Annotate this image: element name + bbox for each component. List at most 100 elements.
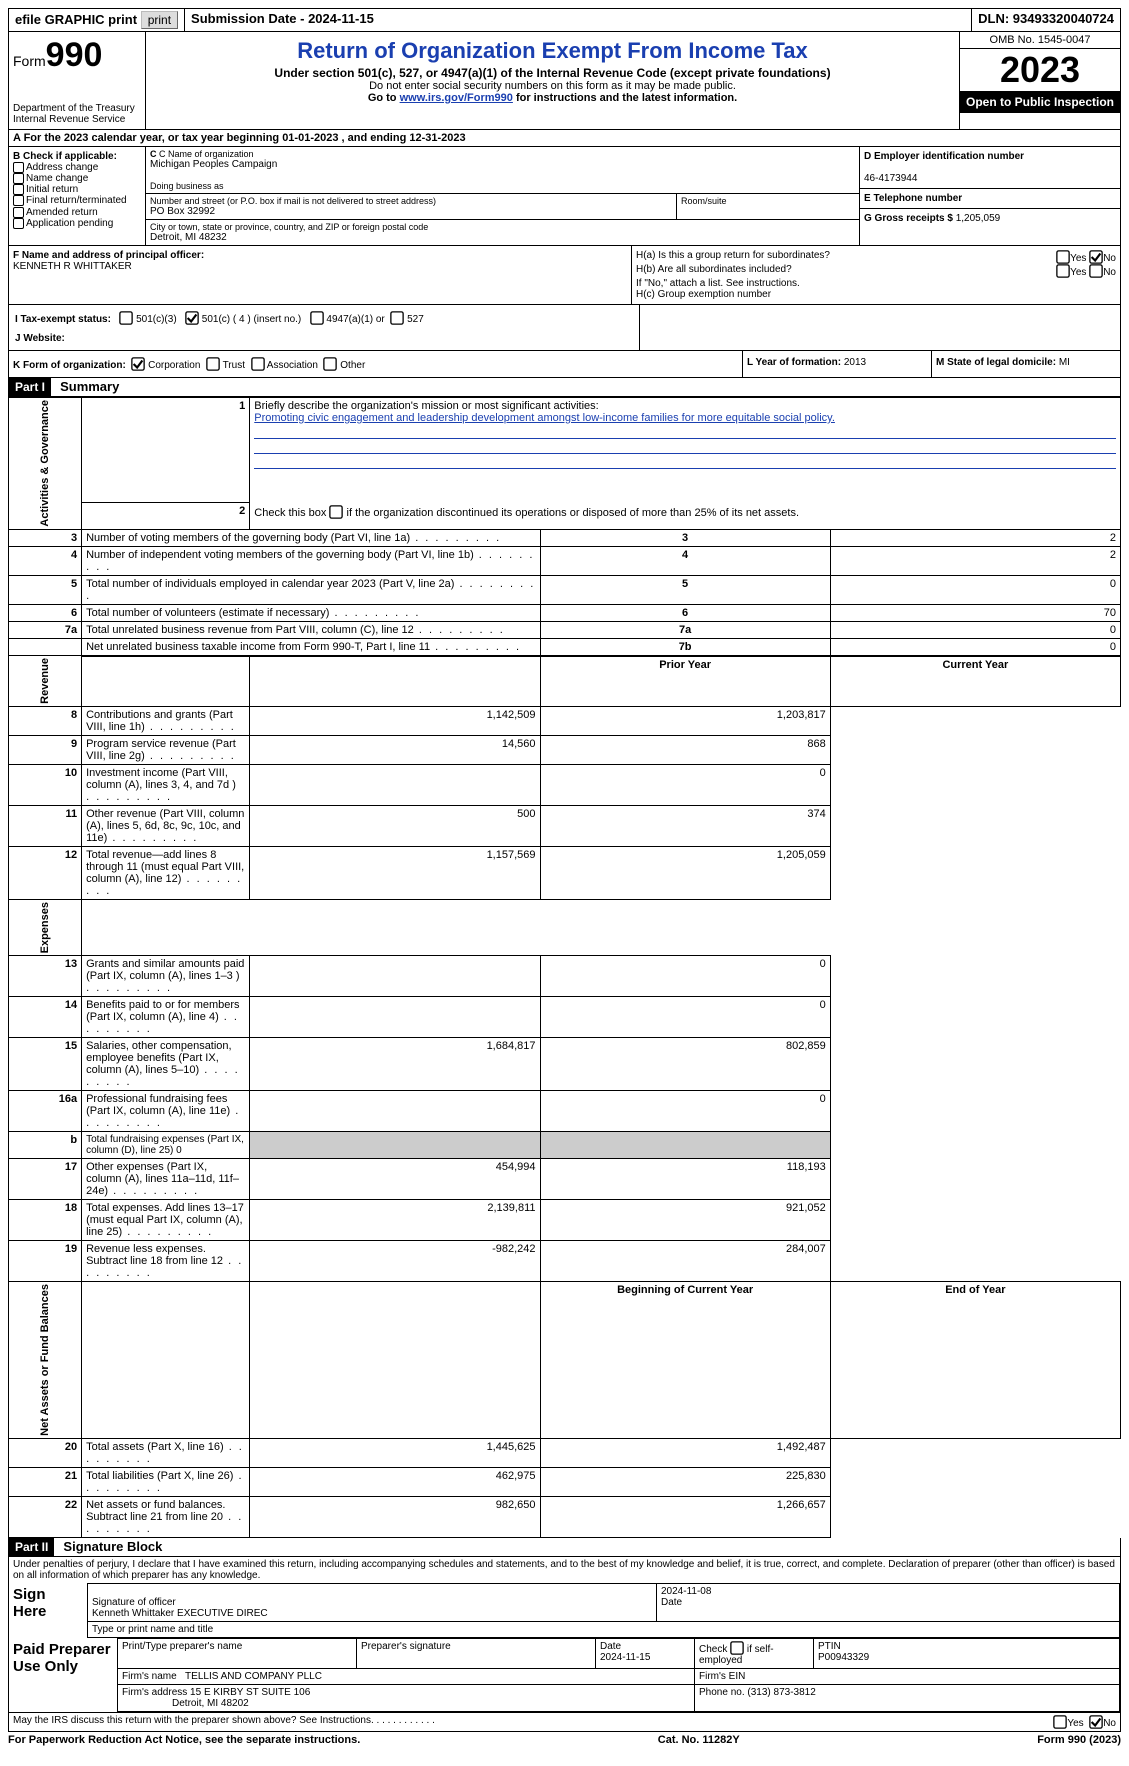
hdr-end-year: End of Year (830, 1282, 1120, 1439)
efile-label: efile GRAPHIC print print (9, 9, 185, 31)
opt-501c: 501(c) ( 4 ) (insert no.) (202, 314, 301, 325)
discuss-no-icon[interactable] (1089, 1715, 1103, 1729)
footer-left: For Paperwork Reduction Act Notice, see … (8, 1734, 360, 1746)
hb-no-icon[interactable] (1089, 264, 1103, 278)
paid-preparer-label: Paid Preparer Use Only (9, 1639, 118, 1712)
box-b: B Check if applicable: Address change Na… (9, 147, 146, 245)
form-word: Form (13, 53, 46, 69)
footer-mid: Cat. No. 11282Y (658, 1734, 740, 1746)
ha-yes: Yes (1070, 253, 1086, 264)
side-rev: Revenue (9, 656, 82, 707)
form-org-label: K Form of organization: (13, 360, 126, 371)
table-row: 11Other revenue (Part VIII, column (A), … (9, 805, 1121, 846)
sig-date-label: Date (661, 1597, 682, 1608)
opt-final-return: Final return/terminated (26, 196, 127, 207)
l2-num: 2 (82, 503, 250, 529)
l2-text: Check this box if the organization disco… (254, 507, 799, 519)
tax-status-label: I Tax-exempt status: (15, 314, 111, 325)
table-row: 13Grants and similar amounts paid (Part … (9, 956, 1121, 997)
summary-table: Activities & Governance 1 Briefly descri… (8, 397, 1121, 1538)
form990-link[interactable]: www.irs.gov/Form990 (400, 92, 513, 104)
mission-line4 (254, 454, 1116, 469)
cb-discontinued-icon[interactable] (329, 505, 343, 519)
hdr-prior-year: Prior Year (540, 656, 830, 707)
cb-527-icon[interactable] (390, 311, 404, 325)
firm-addr-label: Firm's address (122, 1687, 187, 1698)
hb-note: If "No," attach a list. See instructions… (636, 278, 1116, 289)
omb-number: OMB No. 1545-0047 (960, 32, 1120, 49)
hb-no: No (1103, 267, 1116, 278)
hc-label: H(c) Group exemption number (636, 289, 1116, 300)
opt-initial-return: Initial return (26, 184, 78, 195)
officer-sig-name: Kenneth Whittaker EXECUTIVE DIREC (92, 1608, 268, 1619)
city-value: Detroit, MI 48232 (150, 232, 855, 243)
phone-label: E Telephone number (864, 193, 962, 204)
cb-initial-return[interactable] (13, 184, 24, 195)
hb-yes-icon[interactable] (1056, 264, 1070, 278)
org-name-label: C Name of organization (159, 149, 254, 159)
org-name: Michigan Peoples Campaign (150, 159, 855, 170)
ha-yes-icon[interactable] (1056, 250, 1070, 264)
firm-phone-label: Phone no. (699, 1687, 745, 1698)
cb-name-change[interactable] (13, 173, 24, 184)
ha-no-icon[interactable] (1089, 250, 1103, 264)
form-subtitle: Under section 501(c), 527, or 4947(a)(1)… (150, 66, 955, 80)
addr-value: PO Box 32992 (150, 206, 672, 217)
dept-treasury: Department of the Treasury (13, 103, 141, 114)
box-deg: D Employer identification number 46-4173… (859, 147, 1120, 245)
cb-app-pending[interactable] (13, 218, 24, 229)
table-row: 8Contributions and grants (Part VIII, li… (9, 706, 1121, 735)
opt-527: 527 (407, 314, 424, 325)
table-row: 12Total revenue—add lines 8 through 11 (… (9, 846, 1121, 899)
cb-final-return[interactable] (13, 195, 24, 206)
form-title-block: Return of Organization Exempt From Incom… (146, 32, 959, 129)
opt-other: Other (340, 360, 365, 371)
print-button[interactable]: print (141, 11, 178, 29)
cb-address-change[interactable] (13, 162, 24, 173)
part2-header: Part II Signature Block (8, 1538, 1121, 1557)
firm-name-label: Firm's name (122, 1671, 177, 1682)
efile-text: efile GRAPHIC print (15, 12, 137, 27)
ssn-note: Do not enter social security numbers on … (150, 80, 955, 92)
table-row: 7aTotal unrelated business revenue from … (9, 621, 1121, 638)
table-row: 9Program service revenue (Part VIII, lin… (9, 735, 1121, 764)
opt-app-pending: Application pending (26, 218, 113, 229)
part1-title: Summary (54, 377, 125, 396)
year-formation-label: L Year of formation: (747, 357, 841, 368)
fh-row: F Name and address of principal officer:… (8, 246, 1121, 305)
opt-trust: Trust (223, 360, 245, 371)
discuss-yes-icon[interactable] (1053, 1715, 1067, 1729)
box-c: C C Name of organization Michigan People… (146, 147, 859, 245)
opt-4947: 4947(a)(1) or (326, 314, 384, 325)
opt-assoc: Association (267, 360, 318, 371)
cb-corp-icon[interactable] (131, 357, 145, 371)
ha-no: No (1103, 253, 1116, 264)
preparer-name-label: Print/Type preparer's name (118, 1639, 357, 1669)
cb-self-emp-icon[interactable] (730, 1641, 744, 1655)
cb-other-icon[interactable] (323, 357, 337, 371)
cb-501c3-icon[interactable] (119, 311, 133, 325)
table-row: bTotal fundraising expenses (Part IX, co… (9, 1132, 1121, 1159)
cb-trust-icon[interactable] (206, 357, 220, 371)
domicile-label: M State of legal domicile: (936, 357, 1056, 368)
ha-label: H(a) Is this a group return for subordin… (636, 250, 830, 264)
table-row: 5Total number of individuals employed in… (9, 575, 1121, 604)
ein-label: D Employer identification number (864, 151, 1024, 162)
table-row: 14Benefits paid to or for members (Part … (9, 997, 1121, 1038)
table-row: 22Net assets or fund balances. Subtract … (9, 1497, 1121, 1538)
cb-assoc-icon[interactable] (251, 357, 265, 371)
firm-addr2: Detroit, MI 48202 (172, 1698, 249, 1709)
line-a-tax-year: A For the 2023 calendar year, or tax yea… (8, 130, 1121, 147)
public-inspection: Open to Public Inspection (960, 91, 1120, 113)
opt-name-change: Name change (26, 173, 88, 184)
signature-block: Under penalties of perjury, I declare th… (8, 1557, 1121, 1732)
cb-4947-icon[interactable] (310, 311, 324, 325)
cb-501c-icon[interactable] (185, 311, 199, 325)
firm-ein-label: Firm's EIN (695, 1669, 1120, 1685)
table-row: 16aProfessional fundraising fees (Part I… (9, 1091, 1121, 1132)
table-row: 15Salaries, other compensation, employee… (9, 1038, 1121, 1091)
addr-label: Number and street (or P.O. box if mail i… (150, 196, 672, 206)
firm-name: TELLIS AND COMPANY PLLC (185, 1671, 322, 1682)
goto-post: for instructions and the latest informat… (513, 92, 737, 104)
cb-amended[interactable] (13, 207, 24, 218)
